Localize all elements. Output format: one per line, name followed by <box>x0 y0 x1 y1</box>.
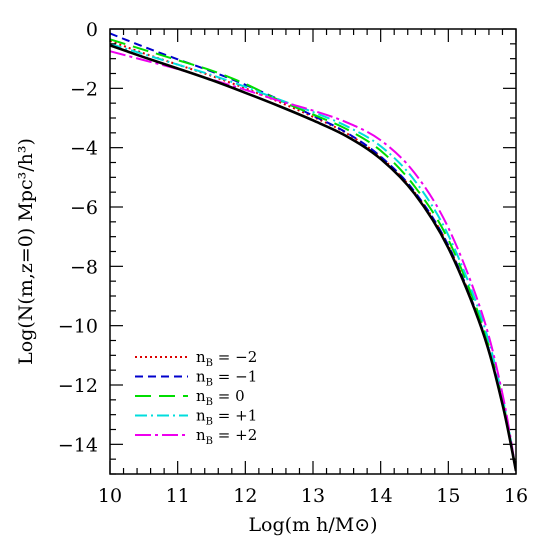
x-tick-label: 11 <box>166 485 190 507</box>
legend-symbol: n <box>196 387 206 405</box>
axis-ticks <box>109 28 517 475</box>
series-line-3 <box>110 42 516 472</box>
legend-value: = −2 <box>213 348 257 366</box>
y-tick-label: 0 <box>86 19 98 41</box>
legend-subscript: B <box>206 378 213 389</box>
x-tick-label: 12 <box>233 485 257 507</box>
x-tick-label: 10 <box>98 485 122 507</box>
y-tick-label: −2 <box>70 78 98 100</box>
series-line-5 <box>110 44 516 472</box>
series-line-4 <box>110 50 516 472</box>
legend-label: nB = 0 <box>196 387 245 408</box>
y-tick-label: −6 <box>70 197 98 219</box>
legend-symbol: n <box>196 368 206 386</box>
legend-label: nB = −1 <box>196 368 257 389</box>
y-tick-label: −10 <box>58 316 98 338</box>
x-axis-label: Log(m h/M⊙) <box>248 514 377 536</box>
legend-label: nB = +2 <box>196 426 257 447</box>
legend-subscript: B <box>206 417 213 428</box>
legend-subscript: B <box>206 397 213 408</box>
legend-subscript: B <box>206 436 213 447</box>
legend-symbol: n <box>196 348 206 366</box>
legend-label: nB = +1 <box>196 407 257 428</box>
x-tick-label: 15 <box>436 485 460 507</box>
legend-subscript: B <box>206 358 213 369</box>
y-axis-label: Log(N(m,z=0) Mpc³/h³) <box>15 138 37 365</box>
x-tick-label: 13 <box>301 485 325 507</box>
y-tick-label: −14 <box>58 434 98 456</box>
tick-labels: 10 11 12 13 14 15 16 0 −2 −4 −6 −8 −10 −12 −14 <box>58 19 528 507</box>
x-tick-label: 14 <box>369 485 393 507</box>
legend-symbol: n <box>196 426 206 444</box>
legend-symbol: n <box>196 407 206 425</box>
legend-value: = 0 <box>213 387 245 405</box>
legend-label: nB = −2 <box>196 348 257 369</box>
x-tick-label: 16 <box>504 485 528 507</box>
legend-value: = +2 <box>213 426 257 444</box>
series-line-0 <box>110 39 516 472</box>
series-line-2 <box>110 38 516 472</box>
plot-lines <box>110 32 516 472</box>
y-tick-label: −4 <box>70 138 98 160</box>
legend-value: = −1 <box>213 368 257 386</box>
y-tick-label: −8 <box>70 256 98 278</box>
legend: nB = −2nB = −1nB = 0nB = +1nB = +2 <box>135 348 257 447</box>
legend-value: = +1 <box>213 407 257 425</box>
y-tick-label: −12 <box>58 375 98 397</box>
